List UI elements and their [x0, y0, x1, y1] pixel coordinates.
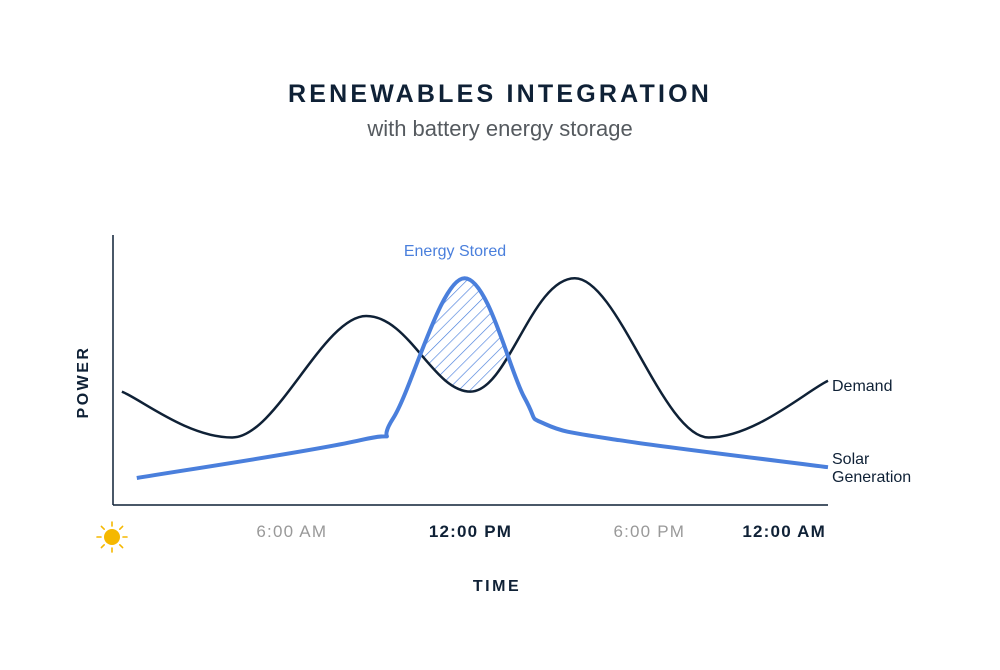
energy-stored-area [136, 278, 828, 438]
chart-subtitle: with battery energy storage [367, 116, 633, 141]
x-tick-label-3: 12:00 AM [742, 522, 826, 541]
chart-title: RENEWABLES INTEGRATION [287, 80, 713, 108]
annotation-energy-stored: Energy Stored [404, 243, 506, 260]
sun-icon [96, 521, 128, 553]
y-axis-label: POWER [75, 346, 92, 419]
series-label-solar-generation: Solar Generation [832, 451, 911, 486]
x-tick-label-2: 6:00 PM [613, 522, 685, 541]
x-tick-label-0: 6:00 AM [256, 522, 327, 541]
series-label-solar-line-2: Generation [832, 469, 911, 486]
series-label-solar-line-1: Solar [832, 451, 870, 468]
series-line-demand [121, 276, 829, 439]
series-line-solar-generation [136, 276, 829, 480]
x-axis-label: TIME [473, 578, 521, 595]
x-tick-label-1: 12:00 PM [429, 522, 512, 541]
series-label-demand: Demand [832, 378, 892, 395]
x-tick-labels: 6:00 AM 12:00 PM 6:00 PM 12:00 AM [256, 522, 826, 541]
